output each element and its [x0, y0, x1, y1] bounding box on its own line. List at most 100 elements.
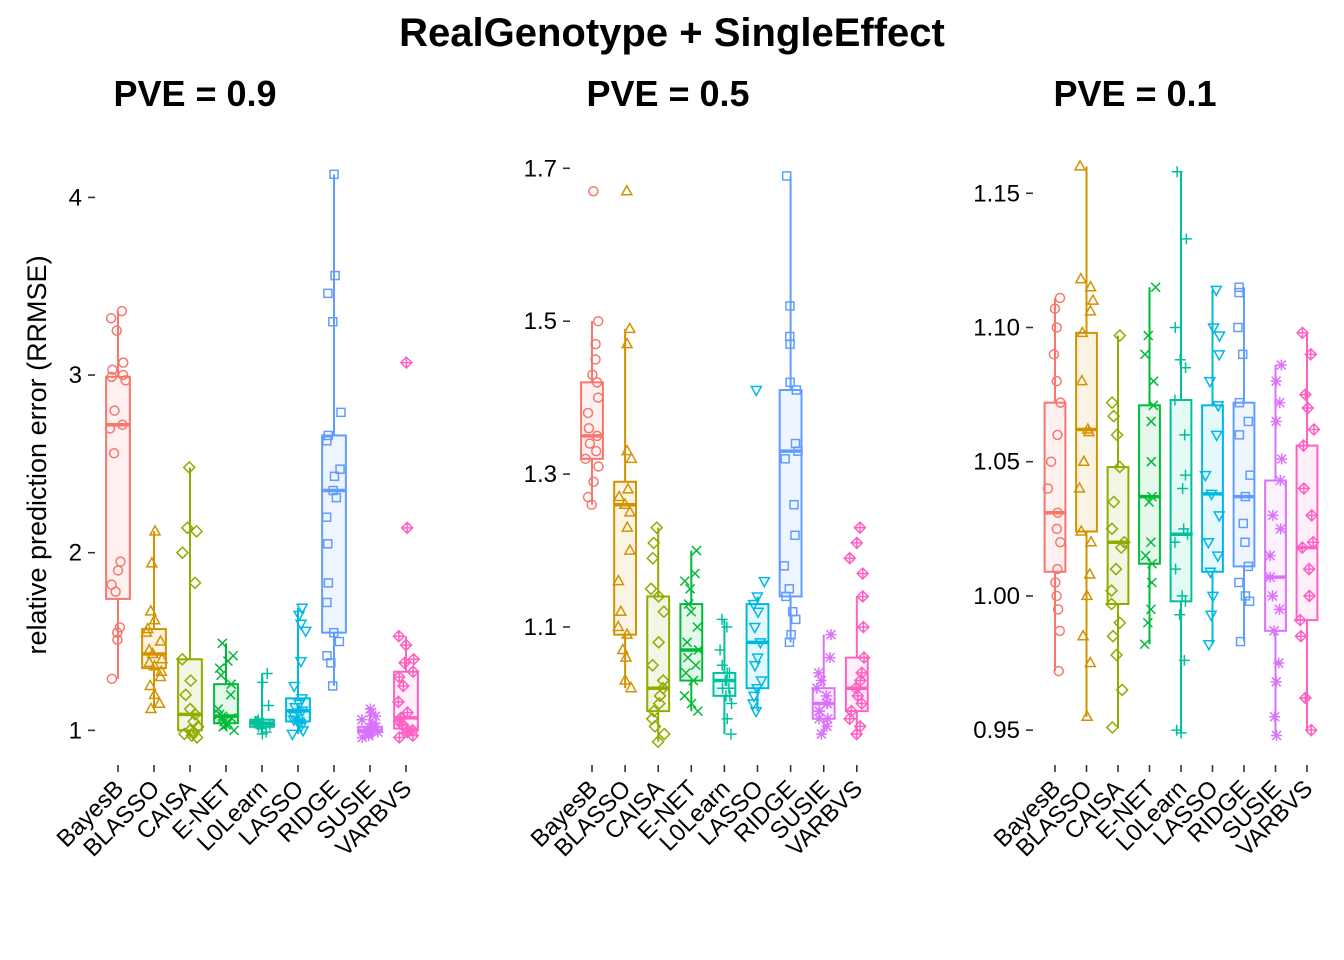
panel-3-point-caisa: [1109, 562, 1123, 576]
panel-1-point-e-net: [222, 656, 233, 667]
panel-1-point-ridge: [330, 270, 340, 281]
panel-1-point-e-net: [216, 670, 227, 681]
panel-1-point-lasso: [295, 603, 309, 615]
panel-1-point-varbvs: [406, 729, 420, 743]
panel-1-ytick-label: 4: [69, 184, 82, 211]
panel-3-iqr-caisa: [1106, 466, 1130, 605]
panel-2-point-caisa: [650, 521, 664, 535]
panel-2-point-blasso: [623, 543, 637, 555]
panel-2-point-blasso: [611, 619, 625, 632]
panel-1-point-varbvs: [398, 656, 412, 670]
panel-1-point-bayesb: [109, 405, 120, 416]
panel-3-box-caisa: [1104, 328, 1131, 735]
panel-2-point-caisa: [647, 704, 661, 718]
panel-2-point-ridge: [791, 385, 802, 395]
panel-1-point-e-net: [226, 679, 237, 690]
panel-3-point-bayesb: [1052, 563, 1063, 575]
panel-3-point-e-net: [1145, 604, 1156, 615]
panel-3-point-bayesb: [1045, 456, 1057, 467]
panel-3-point-bayesb: [1055, 397, 1066, 408]
panel-1-point-blasso: [148, 659, 161, 671]
panel-3-point-lasso: [1209, 285, 1223, 297]
panel-2-iqr-l0learn: [712, 671, 737, 697]
panel-3-point-e-net: [1146, 577, 1157, 588]
panel-2-point-e-net: [685, 583, 696, 594]
panel-2-point-l0learn: [714, 644, 726, 656]
panel-2-point-blasso: [612, 574, 625, 586]
panel-3-point-caisa: [1105, 522, 1119, 536]
panel-2-point-ridge: [781, 591, 791, 602]
panel-3-point-bayesb: [1049, 303, 1061, 314]
panel-3-point-susie: [1274, 475, 1286, 487]
panel-3-point-varbvs: [1306, 535, 1320, 549]
panel-3-box-l0learn: [1169, 166, 1194, 739]
panel-3-point-blasso: [1074, 524, 1088, 536]
panel-2-point-caisa: [646, 658, 660, 672]
panel-1-point-varbvs: [392, 629, 406, 643]
panel-1-point-ridge: [323, 288, 333, 299]
panel-2-point-l0learn: [716, 659, 728, 671]
panel-1-point-ridge: [323, 430, 333, 441]
panel-3-point-l0learn: [1182, 528, 1194, 540]
panel-3-point-l0learn: [1180, 362, 1192, 374]
panel-1-ytick-label: 2: [69, 540, 82, 567]
panel-1-point-bayesb: [117, 369, 129, 381]
panel-3-point-ridge: [1234, 397, 1245, 408]
panel-2-point-bayesb: [591, 377, 603, 388]
panel-1-point-varbvs: [392, 730, 406, 745]
panel-1-point-bayesb: [105, 312, 117, 324]
panel-2-point-varbvs: [856, 566, 870, 581]
panel-2-point-susie: [824, 652, 836, 664]
panel-3-point-e-net: [1145, 537, 1156, 548]
panel-3-point-l0learn: [1179, 429, 1191, 441]
panel-3-point-l0learn: [1170, 563, 1182, 575]
panel-3-point-susie: [1270, 676, 1282, 688]
panel-1-point-e-net: [218, 721, 229, 732]
panel-1-point-bayesb: [112, 565, 124, 576]
panel-2-point-caisa: [647, 536, 661, 550]
panel-3-point-e-net: [1147, 558, 1158, 569]
panel-1-point-bayesb: [111, 325, 122, 336]
panel-2-box-lasso: [745, 385, 771, 719]
panel-2-point-ridge: [785, 377, 795, 388]
panel-1-point-blasso: [143, 678, 157, 691]
panel-3-point-blasso: [1077, 454, 1091, 466]
panel-2-point-susie: [821, 697, 833, 709]
panel-3-ytick-label: 1.15: [973, 180, 1020, 207]
panel-3-point-ridge: [1244, 596, 1255, 607]
panel-2-box-e-net: [679, 545, 704, 717]
panel-1-point-lasso: [287, 681, 301, 693]
panel-3-point-l0learn: [1174, 354, 1186, 366]
panel-3-point-l0learn: [1174, 609, 1186, 621]
panel-2-point-e-net: [682, 637, 693, 648]
panel-3-iqr-lasso: [1201, 404, 1224, 573]
panel-3-point-caisa: [1113, 460, 1127, 474]
panel-2-point-varbvs: [856, 620, 870, 634]
panel-1-point-susie: [356, 714, 368, 726]
panel-1-point-ridge: [323, 578, 334, 588]
panel-1-point-ridge: [328, 627, 339, 638]
panel-2-point-varbvs: [843, 551, 857, 565]
panel-2-iqr-e-net: [679, 603, 704, 682]
panel-3-point-lasso: [1210, 430, 1223, 442]
panel-3-point-varbvs: [1297, 481, 1311, 496]
panel-2-point-e-net: [691, 545, 702, 556]
panel-2-point-caisa: [653, 689, 667, 703]
panel-1-box-blasso: [140, 524, 169, 714]
panel-1-point-ridge: [322, 539, 333, 549]
panel-1-point-bayesb: [110, 586, 121, 598]
panel-3-point-blasso: [1084, 304, 1097, 316]
panel-2-point-bayesb: [590, 354, 601, 365]
panel-3-point-blasso: [1073, 481, 1086, 493]
panel-2-point-bayesb: [583, 422, 595, 434]
panel-2-iqr-caisa: [646, 595, 671, 713]
panel-3-point-bayesb: [1051, 523, 1063, 535]
panel-2-point-l0learn: [726, 697, 738, 709]
panel-2-point-l0learn: [721, 675, 733, 687]
panel-2-point-lasso: [750, 683, 764, 696]
panel-1-point-bayesb: [106, 371, 117, 383]
panel-2-point-bayesb: [587, 369, 598, 380]
panel-3-ytick-label: 0.95: [973, 717, 1020, 744]
panel-3-point-blasso: [1082, 425, 1096, 437]
panel-2-point-ridge: [785, 339, 795, 349]
